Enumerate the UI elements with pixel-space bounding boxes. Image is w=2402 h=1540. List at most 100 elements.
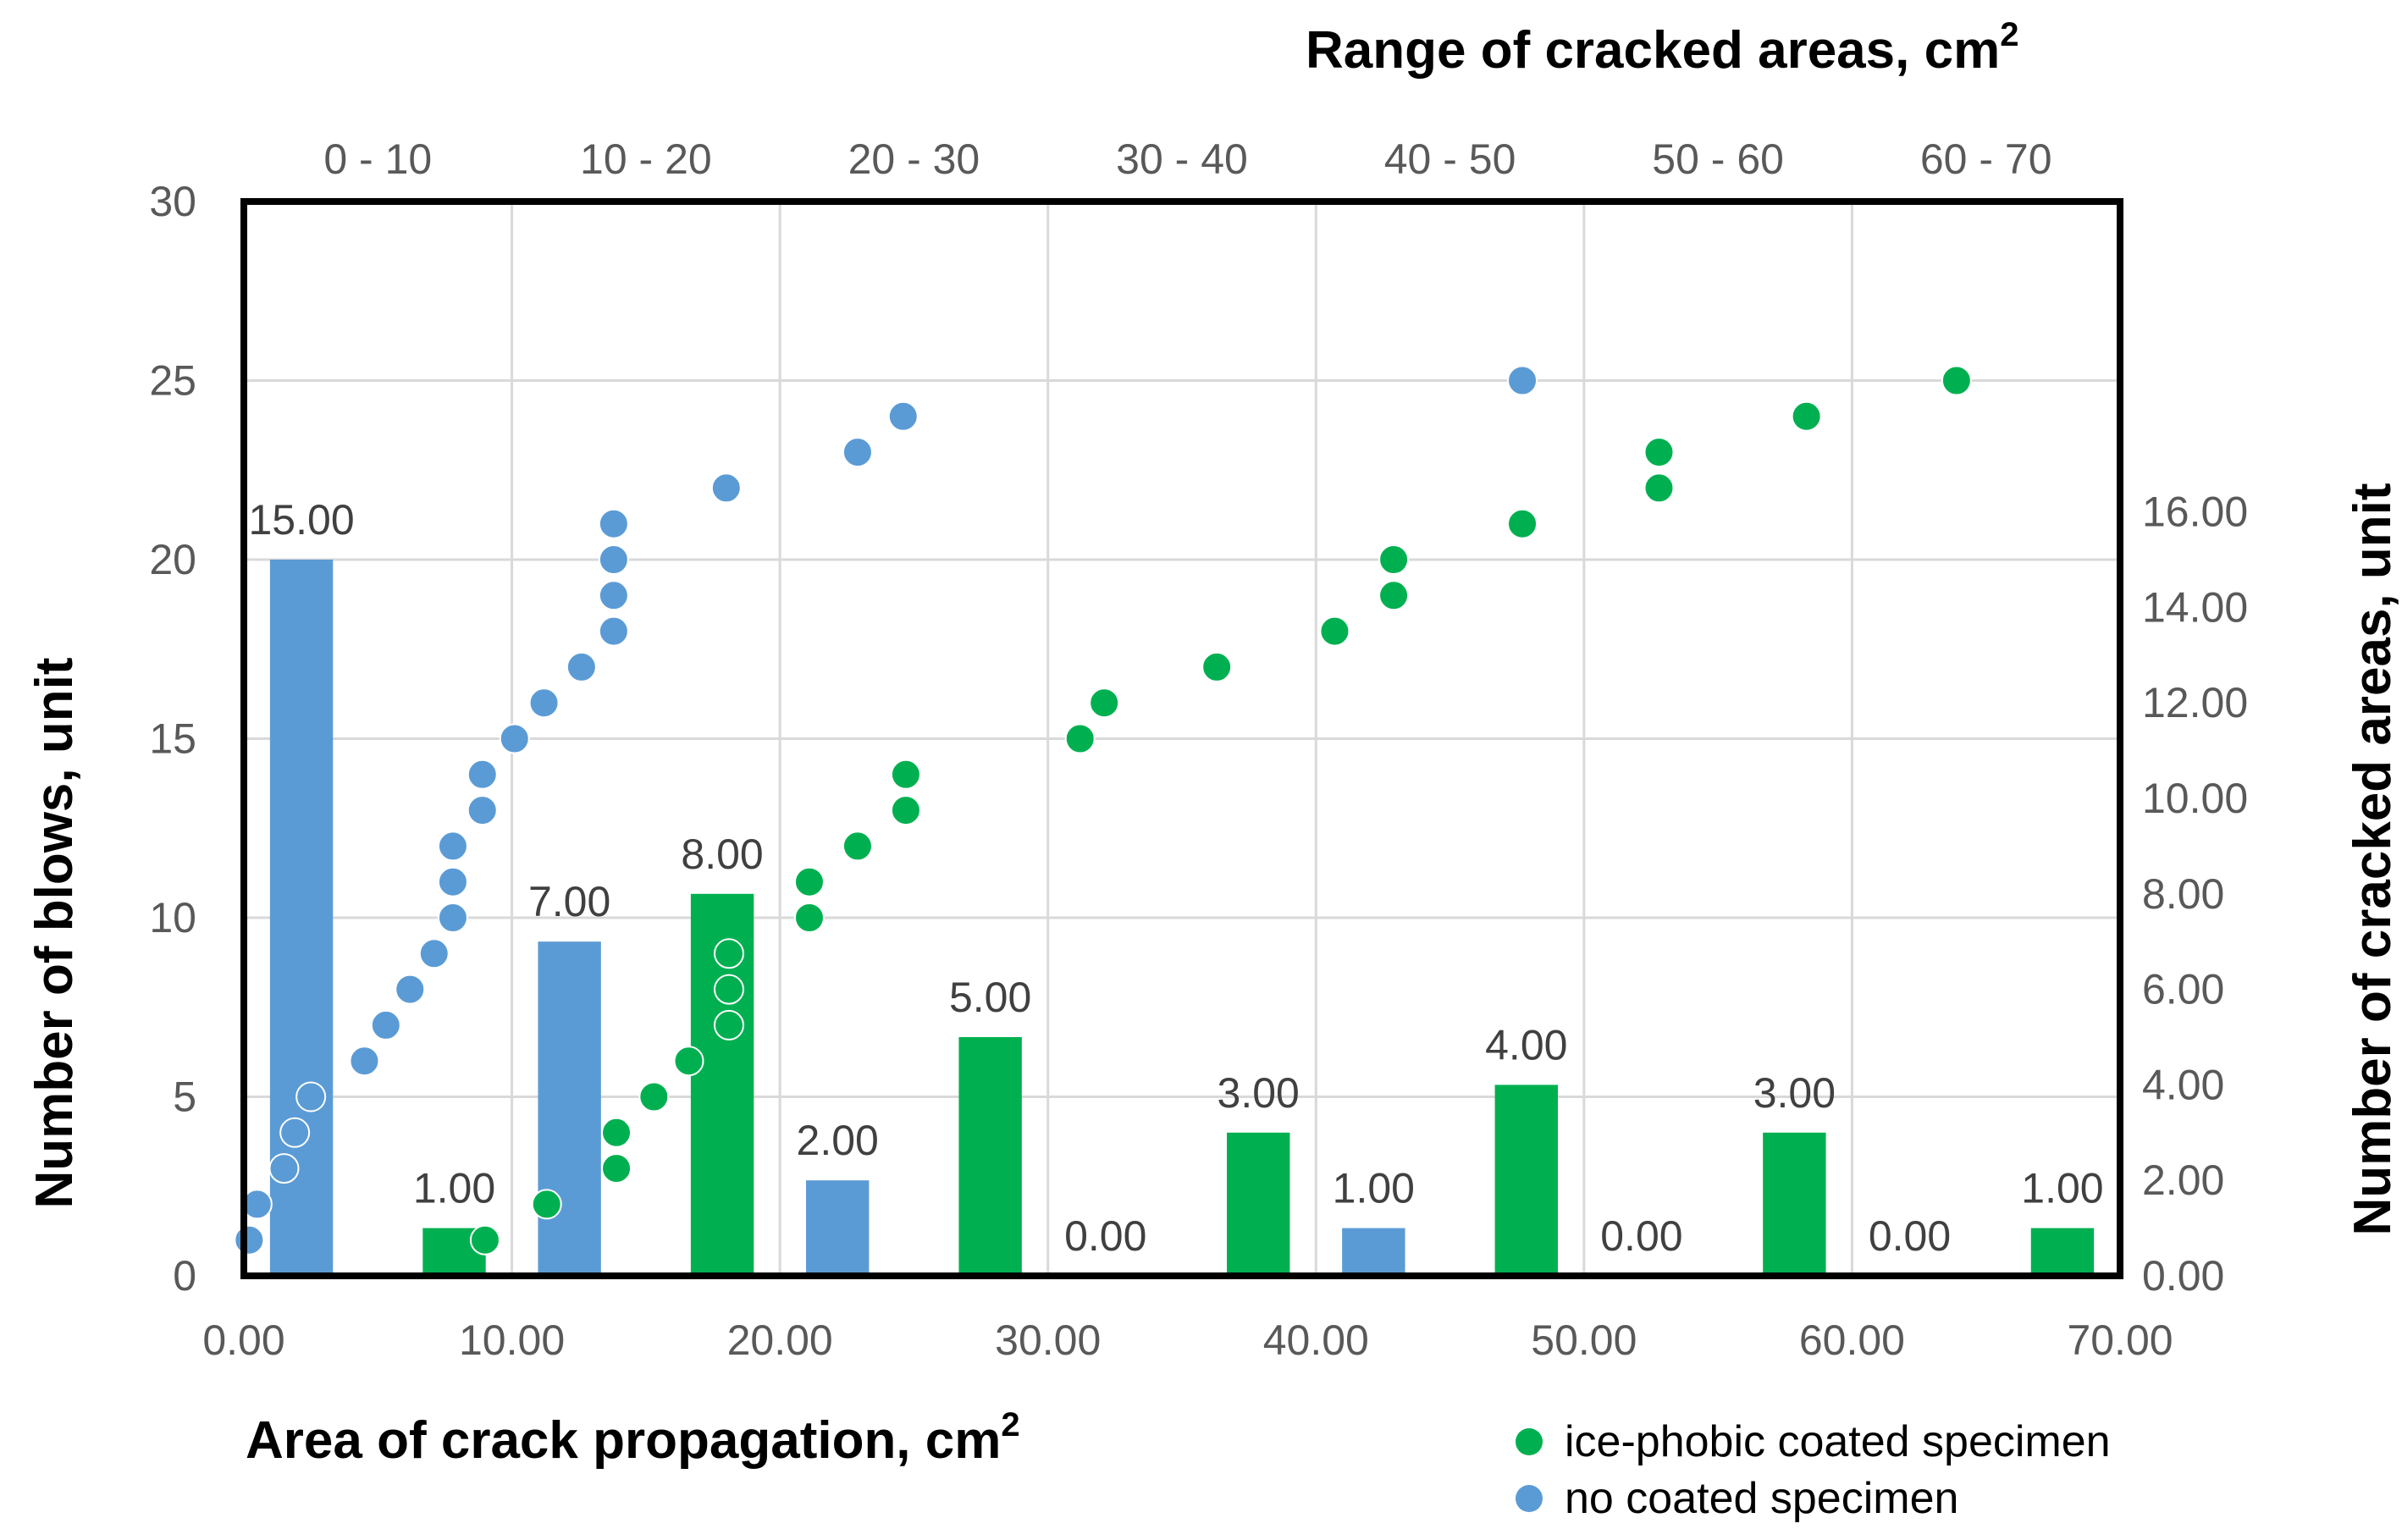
point-coated (1319, 615, 1350, 647)
y-axis-title-right: Number of cracked areas, unit (2344, 483, 2402, 1236)
point-uncoated (467, 795, 498, 826)
point-coated (890, 759, 921, 790)
legend-marker-uncoated (1516, 1485, 1543, 1512)
y-left-tick-label: 10 (149, 894, 196, 941)
y-right-tick-label: 10.00 (2142, 775, 2248, 822)
point-coated (1378, 580, 1410, 611)
point-coated (1791, 400, 1822, 432)
bar-coated (1227, 1132, 1290, 1276)
y-right-tick-label: 14.00 (2142, 583, 2248, 631)
x-tick-label: 60.00 (1799, 1316, 1905, 1364)
bar-label-coated: 8.00 (681, 831, 763, 878)
point-uncoated (268, 1153, 300, 1184)
y-left-tick-label: 0 (173, 1252, 196, 1300)
x-tick-label: 10.00 (459, 1316, 565, 1364)
bars (269, 560, 2095, 1276)
point-uncoated (710, 472, 742, 504)
point-uncoated (887, 400, 919, 432)
point-coated (601, 1117, 632, 1148)
bar-coated (2030, 1228, 2095, 1276)
point-uncoated (528, 687, 560, 719)
point-uncoated (598, 508, 629, 539)
range-label: 20 - 30 (848, 135, 980, 183)
y-left-tick-label: 20 (149, 536, 196, 583)
point-coated (1064, 723, 1096, 754)
point-uncoated (279, 1117, 311, 1148)
x-axis-title: Area of crack propagation, cm2 (246, 1406, 1020, 1470)
legend: ice-phobic coated specimen no coated spe… (1516, 1417, 2111, 1523)
bar-label-coated: 5.00 (949, 974, 1031, 1021)
y-right-tick-label: 2.00 (2142, 1156, 2224, 1204)
point-coated (1507, 508, 1538, 539)
bar-label-uncoated: 0.00 (1600, 1212, 1682, 1260)
bar-uncoated (1342, 1228, 1405, 1276)
range-label: 60 - 70 (1920, 135, 2052, 183)
bar-label-uncoated: 0.00 (1869, 1212, 1951, 1260)
bar-coated (1494, 1085, 1558, 1276)
point-coated (793, 866, 825, 897)
point-uncoated (418, 938, 450, 969)
bar-label-coated: 1.00 (413, 1165, 495, 1212)
x-tick-label: 40.00 (1263, 1316, 1369, 1364)
point-uncoated (499, 723, 530, 754)
point-coated (1643, 437, 1675, 468)
legend-label-uncoated: no coated specimen (1565, 1474, 1958, 1523)
y-right-tick-label: 6.00 (2142, 966, 2224, 1013)
range-label: 10 - 20 (580, 135, 712, 183)
point-coated (1201, 651, 1233, 682)
range-label: 30 - 40 (1116, 135, 1248, 183)
y-left-tick-label: 25 (149, 357, 196, 405)
point-coated (713, 974, 744, 1005)
point-uncoated (395, 974, 426, 1005)
point-coated (890, 795, 921, 826)
point-uncoated (437, 866, 468, 897)
bar-label-uncoated: 2.00 (797, 1117, 879, 1164)
point-uncoated (566, 651, 597, 682)
point-coated (713, 938, 744, 969)
point-coated (842, 831, 873, 862)
bar-label-uncoated: 0.00 (1064, 1212, 1146, 1260)
x-tick-label: 70.00 (2067, 1316, 2173, 1364)
point-uncoated (295, 1081, 327, 1112)
bar-label-uncoated: 7.00 (528, 878, 610, 925)
point-uncoated (349, 1046, 380, 1077)
bar-label-coated: 4.00 (1485, 1021, 1567, 1068)
axis-ticks: 0.00 10.00 20.00 30.00 40.00 50.00 60.00 70.000… (149, 135, 2248, 1364)
top-axis-title: Range of cracked areas, cm2 (1306, 16, 2018, 80)
bar-label-coated: 1.00 (2021, 1165, 2103, 1212)
point-coated (713, 1009, 744, 1040)
x-tick-label: 20.00 (727, 1316, 833, 1364)
point-uncoated (598, 544, 629, 575)
bar-uncoated (538, 941, 601, 1276)
bar-coated (958, 1037, 1022, 1276)
point-uncoated (437, 902, 468, 933)
y-right-tick-label: 4.00 (2142, 1061, 2224, 1108)
point-uncoated (437, 831, 468, 862)
y-axis-title-left: Number of blows, unit (25, 658, 84, 1209)
bar-label-uncoated: 1.00 (1333, 1165, 1415, 1212)
y-left-tick-label: 5 (173, 1074, 196, 1121)
point-uncoated (1507, 365, 1538, 396)
point-coated (793, 902, 825, 933)
point-coated (1643, 472, 1675, 504)
point-uncoated (234, 1224, 265, 1256)
bar-uncoated (806, 1180, 870, 1276)
y-right-tick-label: 12.00 (2142, 679, 2248, 726)
range-label: 50 - 60 (1652, 135, 1784, 183)
point-coated (673, 1046, 704, 1077)
point-uncoated (598, 580, 629, 611)
data-labels: 15.00 7.00 2.00 0.00 1.00 0.00 0.00 1.00 8.00 5.0… (249, 496, 2104, 1260)
point-uncoated (467, 759, 498, 790)
point-coated (531, 1189, 562, 1220)
range-label: 0 - 10 (323, 135, 432, 183)
point-uncoated (370, 1009, 401, 1040)
bar-label-uncoated: 15.00 (249, 496, 355, 544)
range-label: 40 - 50 (1384, 135, 1516, 183)
scatter-points (234, 365, 1972, 1256)
plot-frame (240, 198, 2123, 1279)
x-tick-label: 50.00 (1531, 1316, 1637, 1364)
legend-label-coated: ice-phobic coated specimen (1565, 1417, 2111, 1466)
y-left-tick-label: 15 (149, 715, 196, 763)
point-coated (469, 1224, 500, 1256)
